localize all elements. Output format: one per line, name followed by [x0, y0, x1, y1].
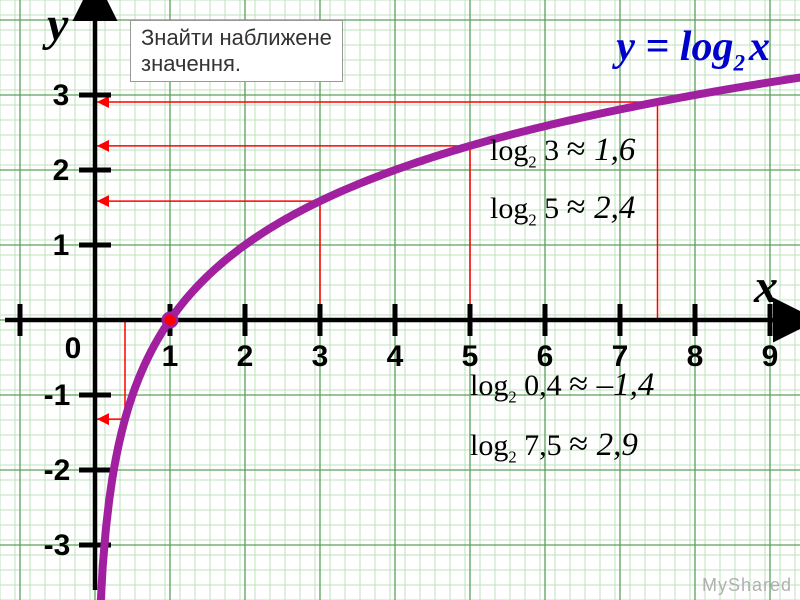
- svg-text:-3: -3: [44, 529, 71, 562]
- instruction-box: Знайти наближене значення.: [130, 20, 343, 82]
- svg-text:9: 9: [762, 340, 779, 373]
- svg-text:0: 0: [65, 332, 82, 365]
- svg-text:-1: -1: [44, 379, 71, 412]
- svg-text:3: 3: [53, 79, 70, 112]
- watermark: MyShared: [702, 575, 792, 596]
- instruction-line2: значення.: [141, 51, 332, 77]
- svg-text:2: 2: [237, 340, 254, 373]
- grid: [0, 0, 800, 600]
- svg-text:2: 2: [53, 154, 70, 187]
- chart-stage: 123456789123-1-2-30yxy = log2xlog2 3 ≈ 1…: [0, 0, 800, 600]
- svg-text:6: 6: [537, 340, 554, 373]
- equation: log2 3 ≈ 1,6: [490, 130, 636, 172]
- instruction-line1: Знайти наближене: [141, 25, 332, 51]
- equation: log2 7,5 ≈ 2,9: [470, 425, 638, 467]
- svg-text:1: 1: [162, 340, 179, 373]
- svg-text:4: 4: [387, 340, 404, 373]
- curve-point: [163, 313, 177, 327]
- svg-text:8: 8: [687, 340, 704, 373]
- svg-text:3: 3: [312, 340, 329, 373]
- svg-text:1: 1: [53, 229, 70, 262]
- equation: log2 0,4 ≈ –1,4: [470, 365, 654, 407]
- svg-text:y: y: [42, 0, 69, 51]
- svg-text:x: x: [753, 260, 778, 313]
- equation: log2 5 ≈ 2,4: [490, 188, 635, 230]
- chart-svg: 123456789123-1-2-30yxy = log2xlog2 3 ≈ 1…: [0, 0, 800, 600]
- svg-text:-2: -2: [44, 454, 71, 487]
- svg-text:5: 5: [462, 340, 479, 373]
